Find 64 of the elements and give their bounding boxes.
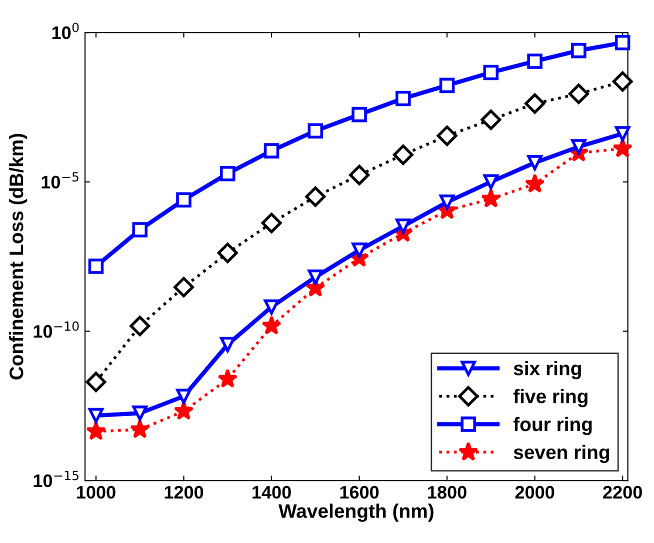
x-tick-label: 1000: [77, 486, 116, 499]
y-axis-title: Confinement Loss (dB/km): [8, 134, 28, 380]
point: [571, 139, 586, 154]
point: [439, 78, 455, 94]
point: [480, 110, 502, 130]
point: [308, 123, 324, 139]
point: [524, 174, 545, 193]
x-axis-title: Wavelength (nm): [278, 504, 434, 522]
point: [480, 188, 501, 208]
point: [176, 192, 192, 208]
point: [568, 84, 589, 104]
point: [264, 143, 280, 158]
point: [174, 400, 194, 420]
point: [88, 258, 104, 274]
point: [349, 164, 370, 186]
point: [308, 269, 324, 285]
x-tick-label: 1600: [340, 486, 379, 499]
point: [262, 316, 282, 335]
point: [132, 222, 148, 238]
point: [86, 372, 106, 392]
point: [483, 64, 499, 80]
legend-label: six ring: [514, 361, 581, 380]
point: [352, 242, 367, 258]
legend-label: four ring: [513, 416, 592, 436]
point: [88, 408, 104, 424]
y-tick-label: 10$^{−10}$: [34, 321, 79, 338]
point: [612, 138, 633, 158]
x-tick-label: 1800: [428, 486, 466, 499]
point: [527, 155, 542, 170]
point: [392, 144, 414, 165]
point: [130, 316, 150, 336]
point: [524, 93, 546, 114]
point: [220, 166, 236, 182]
point: [261, 212, 282, 234]
point: [396, 218, 411, 234]
point: [176, 388, 192, 404]
x-tick-label: 2200: [603, 486, 642, 499]
point: [571, 42, 586, 58]
legend-label: seven ring: [514, 444, 610, 464]
point: [130, 419, 150, 438]
point: [436, 126, 458, 146]
point: [439, 194, 455, 210]
point: [305, 186, 326, 207]
point: [483, 174, 499, 190]
point: [218, 368, 238, 388]
point: [132, 406, 148, 421]
y-tick-label: 10$^{−5}$: [42, 172, 78, 188]
point: [220, 336, 236, 352]
point: [264, 299, 280, 315]
point: [352, 106, 367, 122]
x-tick-label: 2000: [515, 486, 554, 499]
point: [396, 90, 411, 106]
y-tick-label: 10$^{−15}$: [34, 470, 78, 488]
point: [174, 276, 194, 298]
point: [612, 71, 633, 92]
point: [614, 126, 630, 142]
x-tick-label: 1200: [164, 486, 204, 499]
point: [217, 242, 238, 264]
x-tick-label: 1400: [252, 486, 291, 499]
point: [86, 421, 106, 440]
point: [527, 54, 542, 69]
y-tick-label: 10$^{0}$: [52, 22, 79, 40]
legend-label: five ring: [513, 388, 588, 408]
point: [614, 35, 630, 50]
